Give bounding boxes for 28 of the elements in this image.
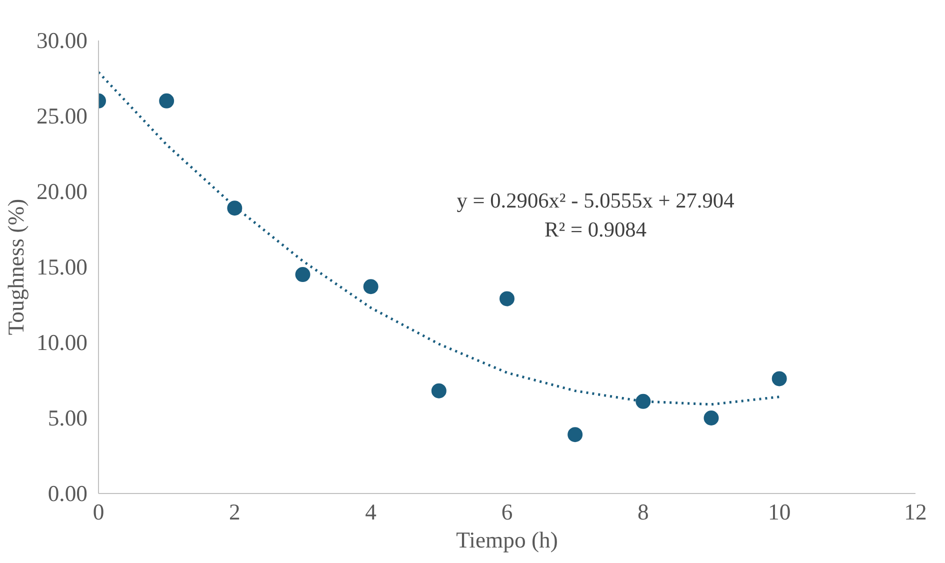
point (568, 427, 583, 442)
x-tick-label: 6 (501, 500, 513, 524)
point (431, 383, 446, 398)
x-tick-label: 2 (229, 500, 240, 524)
y-tick-label: 30.00 (36, 28, 88, 53)
point (295, 267, 310, 282)
point (227, 200, 242, 216)
y-tick-label: 10.00 (36, 330, 88, 355)
y-tick-label: 5.00 (48, 406, 88, 430)
annotation: R² = 0.9084 (544, 217, 647, 242)
point (363, 279, 378, 294)
point (159, 93, 174, 108)
annotation: y = 0.2906x² - 5.0555x + 27.904 (456, 188, 735, 213)
x-tick-label: 8 (638, 500, 649, 524)
point (636, 394, 651, 409)
x-tick-label: 4 (365, 500, 376, 524)
y-axis-title: Toughness (%) (4, 198, 29, 336)
point (772, 371, 787, 386)
point (704, 410, 719, 426)
y-tick-label: 0.00 (48, 481, 88, 506)
y-tick-label: 25.00 (36, 104, 88, 128)
x-tick-label: 12 (904, 500, 927, 524)
point (500, 291, 514, 306)
y-tick-label: 15.00 (36, 254, 88, 280)
x-tick-label: 10 (768, 500, 791, 524)
x-axis-title: Tiempo (h) (456, 528, 558, 552)
y-tick-label: 20.00 (36, 179, 88, 204)
x-tick-label: 0 (92, 500, 104, 524)
